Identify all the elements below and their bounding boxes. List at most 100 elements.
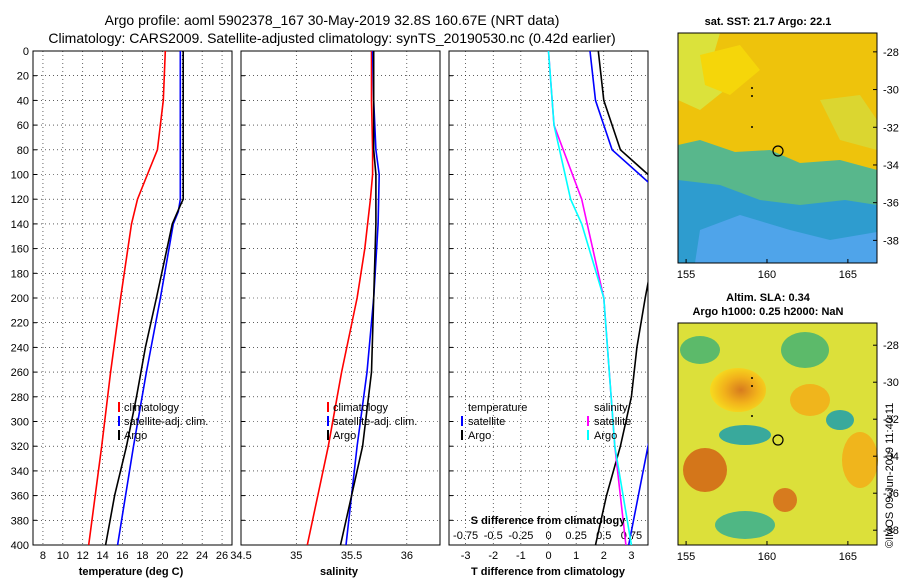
sla-track-dot xyxy=(751,385,753,387)
x-tick-label: 35.5 xyxy=(341,550,362,562)
sla-map-title2: Argo h1000: 0.25 h2000: NaN xyxy=(692,306,843,318)
series-line-argo xyxy=(104,51,184,545)
map-lat-tick-label: -28 xyxy=(883,340,899,352)
legend-label-s-satellite: satellite xyxy=(594,416,631,428)
sla-high-anomaly xyxy=(683,448,727,492)
depth-tick-label: 320 xyxy=(11,441,29,453)
legend-swatch-climatology xyxy=(327,402,329,412)
legend-swatch-satellite xyxy=(327,416,329,426)
legend-swatch-t-argo xyxy=(461,430,463,440)
depth-tick-label: 380 xyxy=(11,515,29,527)
legend-heading-salinity: salinity xyxy=(594,402,628,414)
sla-argo-location-marker xyxy=(772,434,784,446)
map-lon-tick-label: 165 xyxy=(839,269,857,281)
sst-track-dot xyxy=(751,126,753,128)
imos-credit: ©IMOS 09-Jun-2019 11:40:11 xyxy=(884,403,896,548)
depth-tick-label: 180 xyxy=(11,268,29,280)
temperature-axis-label: temperature (deg C) xyxy=(79,566,184,578)
legend-label-satellite-adj: satellite-adj. clim. xyxy=(333,416,417,428)
series-line-satellite-adj-clim- xyxy=(116,51,182,545)
x-tick-label: 1 xyxy=(573,550,579,562)
sst-map-patch xyxy=(700,45,760,95)
x-tick-label: 24 xyxy=(196,550,208,562)
depth-tick-label: 140 xyxy=(11,219,29,231)
salinity-legend: climatology satellite-adj. clim. Argo xyxy=(327,402,417,442)
top-x-tick-label: 0.5 xyxy=(596,530,611,542)
series-line-t-argo xyxy=(594,51,648,545)
depth-tick-label: 60 xyxy=(17,120,29,132)
legend-swatch-s-satellite xyxy=(587,416,589,426)
figure-title-line1: Argo profile: aoml 5902378_167 30-May-20… xyxy=(105,12,560,28)
x-tick-label: 18 xyxy=(136,550,148,562)
map-lat-tick-label: -34 xyxy=(883,451,899,463)
salinity-panel-frame xyxy=(240,50,441,546)
sla-low-anomaly xyxy=(719,425,771,445)
map-lat-tick-label: -38 xyxy=(883,525,899,537)
map-lat-tick-label: -28 xyxy=(883,47,899,59)
sst-track-dot xyxy=(751,87,753,89)
x-tick-label: 3 xyxy=(628,550,634,562)
depth-tick-label: 360 xyxy=(11,491,29,503)
sst-map-title: sat. SST: 21.7 Argo: 22.1 xyxy=(705,16,832,28)
series-line-s-argo xyxy=(547,51,633,545)
sla-map-title1: Altim. SLA: 0.34 xyxy=(726,292,811,304)
sla-track-dot xyxy=(751,415,753,417)
map-lon-tick-label: 160 xyxy=(758,551,776,563)
sla-low-anomaly xyxy=(826,410,854,430)
sla-anomaly xyxy=(790,384,830,416)
depth-tick-label: 80 xyxy=(17,145,29,157)
map-lon-tick-label: 165 xyxy=(839,551,857,563)
map-lat-tick-label: -32 xyxy=(883,122,899,134)
x-tick-label: 36 xyxy=(401,550,413,562)
x-tick-label: 34.5 xyxy=(230,550,251,562)
x-tick-label: 0 xyxy=(545,550,551,562)
legend-swatch-argo xyxy=(327,430,329,440)
map-lat-tick-label: -38 xyxy=(883,235,899,247)
x-tick-label: 8 xyxy=(40,550,46,562)
depth-tick-label: 300 xyxy=(11,417,29,429)
top-x-tick-label: 0.25 xyxy=(565,530,586,542)
x-tick-label: 10 xyxy=(57,550,69,562)
map-lon-tick-label: 155 xyxy=(677,551,695,563)
x-tick-label: 2 xyxy=(601,550,607,562)
depth-tick-label: 200 xyxy=(11,293,29,305)
depth-tick-label: 260 xyxy=(11,367,29,379)
difference-legend-left: temperature satellite Argo xyxy=(461,402,527,442)
top-x-tick-label: 0 xyxy=(545,530,551,542)
sla-map xyxy=(677,322,878,546)
series-line-argo xyxy=(339,51,377,545)
difference-legend-right: salinity satellite Argo xyxy=(587,402,631,442)
top-x-tick-label: 0.75 xyxy=(621,530,642,542)
map-lat-tick-label: -30 xyxy=(883,377,899,389)
depth-tick-label: 240 xyxy=(11,342,29,354)
x-tick-label: 26 xyxy=(216,550,228,562)
figure-title-line2: Climatology: CARS2009. Satellite-adjuste… xyxy=(48,30,615,46)
x-tick-label: 20 xyxy=(156,550,168,562)
map-lat-tick-label: -32 xyxy=(883,414,899,426)
sla-low-anomaly xyxy=(715,511,775,539)
x-tick-label: -2 xyxy=(488,550,498,562)
legend-label-argo: Argo xyxy=(124,430,147,442)
x-tick-label: 14 xyxy=(97,550,109,562)
legend-label-t-satellite: satellite xyxy=(468,416,505,428)
sst-map-east-patch xyxy=(820,95,877,150)
legend-swatch-argo xyxy=(118,430,120,440)
depth-tick-label: 160 xyxy=(11,244,29,256)
series-line-s-satellite xyxy=(547,51,627,545)
series-line-t-satellite xyxy=(589,51,648,545)
depth-tick-label: 20 xyxy=(17,71,29,83)
legend-label-t-argo: Argo xyxy=(468,430,491,442)
depth-tick-label: 340 xyxy=(11,466,29,478)
sla-anomaly xyxy=(842,432,878,488)
depth-tick-label: 220 xyxy=(11,318,29,330)
map-lon-tick-label: 155 xyxy=(677,269,695,281)
legend-swatch-s-argo xyxy=(587,430,589,440)
x-tick-label: 35 xyxy=(290,550,302,562)
legend-label-s-argo: Argo xyxy=(594,430,617,442)
s-difference-axis-label: S difference from climatology xyxy=(471,515,627,527)
legend-swatch-satellite xyxy=(118,416,120,426)
series-line-climatology xyxy=(306,51,374,545)
series-line-climatology xyxy=(87,51,167,545)
map-lat-tick-label: -36 xyxy=(883,198,899,210)
